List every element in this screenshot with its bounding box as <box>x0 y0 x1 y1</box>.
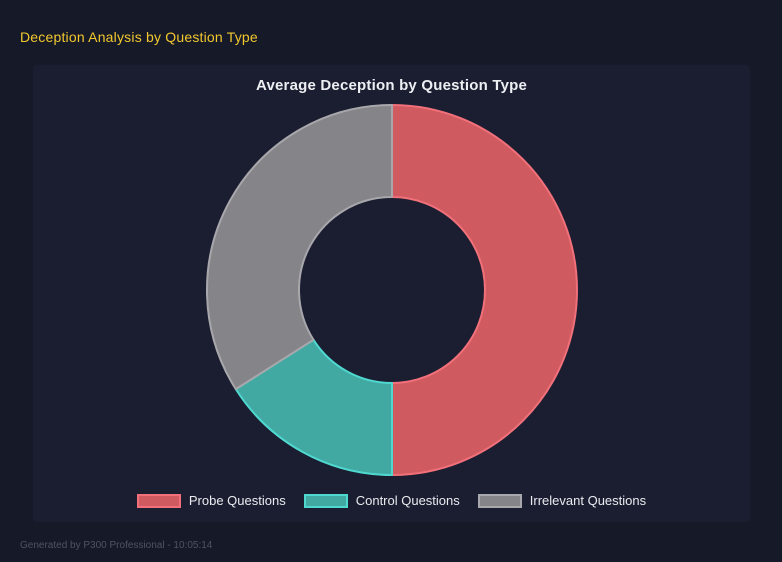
legend-label: Control Questions <box>355 493 460 508</box>
legend-label: Probe Questions <box>188 493 286 508</box>
chart-legend: Probe Questions Control Questions Irreleva… <box>33 493 750 508</box>
page-title: Deception Analysis by Question Type <box>20 29 258 45</box>
legend-swatch-control-questions <box>303 493 348 508</box>
legend-label: Irrelevant Questions <box>529 493 647 508</box>
footer-status: Generated by P300 Professional - 10:05:1… <box>20 540 213 551</box>
legend-item-probe-questions[interactable]: Probe Questions <box>136 493 286 508</box>
slice-irrelevant-questions[interactable] <box>206 104 393 391</box>
legend-item-irrelevant-questions[interactable]: Irrelevant Questions <box>477 493 647 508</box>
chart-panel: Average Deception by Question Type Probe… <box>33 65 750 522</box>
doughnut-chart[interactable] <box>202 100 582 480</box>
chart-title: Average Deception by Question Type <box>255 77 528 94</box>
slice-probe-questions[interactable] <box>391 104 578 476</box>
legend-swatch-irrelevant-questions <box>477 493 522 508</box>
slice-control-questions[interactable] <box>234 338 393 476</box>
legend-swatch-probe-questions <box>136 493 181 508</box>
legend-item-control-questions[interactable]: Control Questions <box>303 493 460 508</box>
